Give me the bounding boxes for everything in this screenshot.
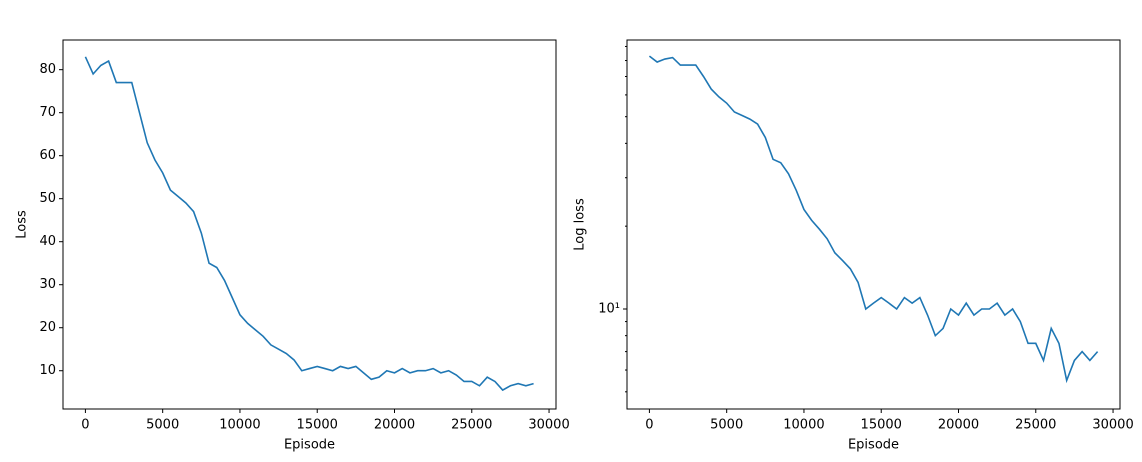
x-tick-label: 10000	[219, 418, 260, 433]
x-tick-label: 0	[81, 418, 89, 433]
x-tick-label: 30000	[1092, 418, 1133, 433]
x-tick-label: 25000	[451, 418, 492, 433]
y-tick-label: 70	[39, 105, 56, 120]
x-tick-label: 20000	[374, 418, 415, 433]
x-tick-label: 30000	[528, 418, 569, 433]
x-tick-label: 0	[645, 418, 653, 433]
y-tick-label: 50	[39, 191, 56, 206]
axes-frame	[626, 39, 1121, 410]
y-axis-label: Loss	[15, 210, 30, 239]
y-axis-label: Log loss	[573, 198, 588, 251]
y-tick-label: 60	[39, 148, 56, 163]
y-tick-label: 10¹	[598, 301, 620, 316]
x-tick-label: 10000	[783, 418, 824, 433]
x-tick-label: 15000	[297, 418, 338, 433]
y-tick-label: 80	[39, 62, 56, 77]
y-tick-label: 20	[39, 320, 56, 335]
x-tick-label: 15000	[861, 418, 902, 433]
loss-line	[84, 56, 534, 392]
y-tick-label: 40	[39, 234, 56, 249]
x-tick-label: 5000	[710, 418, 743, 433]
loss-line	[648, 55, 1099, 384]
y-tick-label: 10	[39, 363, 56, 378]
y-tick-label: 30	[39, 277, 56, 292]
x-axis-label: Episode	[848, 438, 899, 453]
axes-frame	[62, 39, 557, 410]
x-tick-label: 5000	[146, 418, 179, 433]
x-tick-label: 20000	[938, 418, 979, 433]
x-axis-label: Episode	[284, 438, 335, 453]
x-tick-label: 25000	[1015, 418, 1056, 433]
